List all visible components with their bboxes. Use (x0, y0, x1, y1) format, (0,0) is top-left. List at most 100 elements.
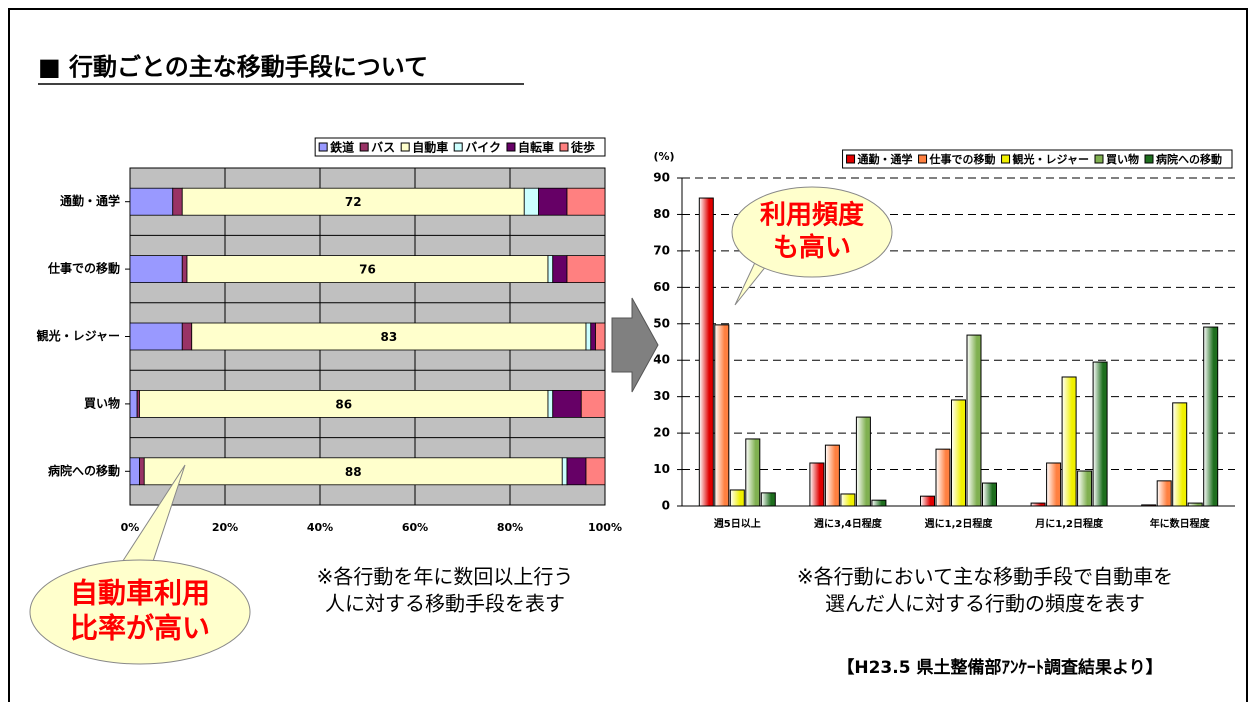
legend-label: 観光・レジャー (1013, 152, 1089, 166)
y-tick-label: 40 (653, 353, 670, 367)
slide-frame (8, 8, 1248, 702)
bar (824, 444, 840, 507)
callout-text: 利用頻度 (760, 199, 864, 230)
bar-segment (181, 187, 525, 216)
bar (1061, 376, 1077, 507)
bar-segment (552, 255, 568, 284)
callout-text: 比率が高い (70, 612, 210, 645)
bar (966, 334, 982, 507)
note: ※各行動において主な移動手段で自動車を (797, 565, 1173, 589)
callout-text: 自動車利用 (70, 577, 210, 610)
category-label: 買い物 (84, 395, 120, 410)
y-tick-label: 90 (653, 171, 670, 185)
x-tick-label: 80% (497, 521, 523, 534)
legend: 鉄道 バス 自動車 バイク 自転車 徒歩 (314, 137, 606, 157)
bar-segment (595, 322, 606, 351)
bar-segment (129, 255, 183, 284)
category-label: 観光・レジャー (37, 328, 120, 343)
bar-segment (552, 389, 582, 418)
note: 選んだ人に対する行動の頻度を表す (825, 592, 1145, 616)
note: 人に対する移動手段を表す (325, 592, 565, 616)
category-label: 通勤・通学 (60, 193, 120, 208)
legend-swatch (1144, 154, 1154, 164)
bar (840, 493, 856, 507)
bar-segment (129, 187, 174, 216)
bar (729, 489, 745, 507)
y-tick-label: 80 (653, 207, 670, 221)
bar-segment (585, 457, 606, 486)
legend-swatch (318, 142, 328, 152)
y-tick-label: 30 (653, 389, 670, 403)
bar (935, 448, 951, 507)
legend-box (842, 149, 1233, 169)
x-tick-label: 20% (212, 521, 238, 534)
bar-segment (547, 389, 554, 418)
legend-label: 徒歩 (570, 140, 595, 155)
legend-swatch (559, 142, 569, 152)
legend-swatch (1001, 154, 1011, 164)
bar (855, 416, 871, 507)
bar (1187, 502, 1203, 507)
bar-segment (590, 322, 596, 351)
bar (982, 482, 997, 507)
bar (951, 399, 966, 507)
legend-label: 通勤・通学 (858, 152, 913, 166)
data-label: 83 (381, 330, 398, 344)
bar-segment (566, 255, 606, 284)
category-label: 仕事での移動 (47, 261, 120, 276)
callout-text: も高い (773, 232, 851, 263)
bar-segment (186, 255, 549, 284)
legend-label: 仕事での移動 (929, 152, 996, 166)
legend-swatch (918, 154, 928, 164)
bar (698, 197, 714, 507)
bar (1156, 480, 1172, 507)
y-tick-label: 70 (653, 243, 670, 257)
bar (1172, 402, 1188, 507)
legend-swatch (453, 142, 463, 152)
callout-bubble (731, 186, 893, 278)
y-tick-label: 10 (653, 462, 670, 476)
callout-bubble (29, 559, 251, 665)
bar (714, 324, 730, 507)
legend: 通勤・通学 仕事での移動 観光・レジャー 買い物 病院への移動 (842, 149, 1233, 169)
bar-segment (566, 187, 606, 216)
source: 【H23.5 県土整備部ｱﾝｹｰﾄ調査結果より】 (837, 657, 1162, 678)
bar (1203, 326, 1219, 507)
bar (1141, 504, 1157, 507)
bar (809, 462, 825, 507)
bar-segment (580, 389, 606, 418)
y-tick-label: 20 (653, 426, 670, 440)
arrow (611, 297, 659, 393)
legend-label: 鉄道 (330, 140, 354, 155)
x-tick-label: 60% (402, 521, 428, 534)
x-tick-label: 40% (307, 521, 333, 534)
legend-swatch (359, 142, 369, 152)
legend-label: 自動車 (412, 140, 448, 155)
x-tick-label: 0% (121, 521, 140, 534)
x-tick-label: 週に3,4日程度 (814, 517, 883, 530)
legend-label: バス (371, 141, 395, 155)
slide-title: ■ 行動ごとの主な移動手段について (38, 53, 428, 81)
legend-label: 買い物 (1106, 152, 1139, 166)
bar-segment (172, 187, 183, 216)
legend-label: 病院への移動 (1156, 152, 1222, 166)
legend-swatch (400, 142, 410, 152)
y-tick-label: 0 (662, 499, 670, 513)
bar-segment (181, 255, 188, 284)
bar-segment (143, 457, 563, 486)
bar (871, 499, 887, 507)
y-axis-label: (%) (653, 150, 674, 163)
bar (745, 438, 761, 507)
bar-segment (129, 457, 140, 486)
legend-swatch (506, 142, 516, 152)
data-label: 72 (345, 195, 362, 209)
x-tick-label: 週に1,2日程度 (925, 517, 994, 530)
bar-segment (139, 457, 145, 486)
bar-segment (139, 389, 549, 418)
bar (920, 495, 935, 507)
data-label: 86 (335, 397, 352, 411)
bar-segment (129, 389, 138, 418)
bar-segment (538, 187, 568, 216)
bar-segment (585, 322, 592, 351)
